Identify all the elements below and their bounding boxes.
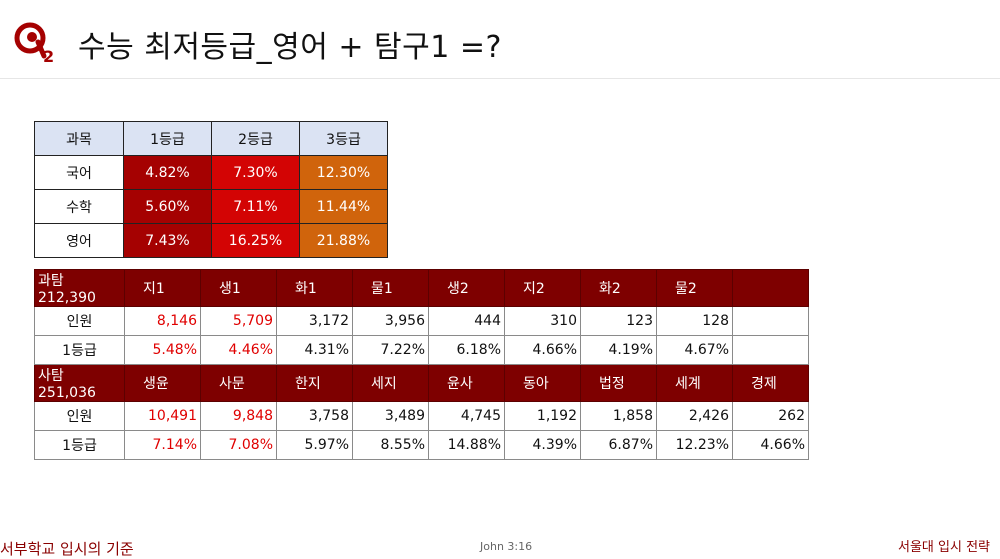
subject-header-cell: 세계 xyxy=(656,364,733,402)
page-title: 수능 최저등급_영어 + 탐구1 =? xyxy=(78,30,502,65)
subject-header-cell xyxy=(732,269,809,307)
count-cell: 444 xyxy=(428,306,505,336)
count-cell xyxy=(732,306,809,336)
subject-cell: 수학 xyxy=(34,189,124,224)
grade1-ratio-cell: 6.87% xyxy=(580,430,657,460)
social-count-row: 인원 10,491 9,848 3,758 3,489 4,745 1,192 … xyxy=(34,401,809,431)
subject-header-cell: 생윤 xyxy=(124,364,201,402)
count-cell: 128 xyxy=(656,306,733,336)
brand-logo: 2 xyxy=(10,20,60,66)
subject-header-cell: 화1 xyxy=(276,269,353,307)
footer-right-text: 서울대 입시 전략 xyxy=(898,540,990,555)
count-cell: 262 xyxy=(732,401,809,431)
row-label: 1등급 xyxy=(34,430,125,460)
count-cell: 3,489 xyxy=(352,401,429,431)
subject-header-cell: 지2 xyxy=(504,269,581,307)
social-total-cell: 사탐 251,036 xyxy=(34,364,125,402)
grade1-ratio-cell: 12.23% xyxy=(656,430,733,460)
subject-header-cell: 화2 xyxy=(580,269,657,307)
grade1-cell: 4.82% xyxy=(123,155,212,190)
grade2-cell: 7.11% xyxy=(211,189,300,224)
science-header-row: 과탐 212,390 지1 생1 화1 물1 생2 지2 화2 물2 xyxy=(34,269,809,307)
subject-header-cell: 생1 xyxy=(200,269,277,307)
grade2-cell: 7.30% xyxy=(211,155,300,190)
count-cell: 5,709 xyxy=(200,306,277,336)
grade1-ratio-cell: 4.31% xyxy=(276,335,353,365)
social-header-row: 사탐 251,036 생윤 사문 한지 세지 윤사 동아 법정 세계 경제 xyxy=(34,364,809,402)
subject-header-cell: 지1 xyxy=(124,269,201,307)
science-grade1-row: 1등급 5.48% 4.46% 4.31% 7.22% 6.18% 4.66% … xyxy=(34,335,809,365)
subject-header-cell: 생2 xyxy=(428,269,505,307)
grade1-ratio-cell xyxy=(732,335,809,365)
count-cell: 3,956 xyxy=(352,306,429,336)
subject-header-cell: 동아 xyxy=(504,364,581,402)
grade2-cell: 16.25% xyxy=(211,223,300,258)
count-cell: 3,758 xyxy=(276,401,353,431)
subject-header-cell: 물2 xyxy=(656,269,733,307)
subject-header-cell: 법정 xyxy=(580,364,657,402)
grade1-ratio-cell: 7.08% xyxy=(200,430,277,460)
grade1-ratio-cell: 4.67% xyxy=(656,335,733,365)
grade3-cell: 12.30% xyxy=(299,155,388,190)
grade1-ratio-cell: 4.66% xyxy=(732,430,809,460)
header-cell: 3등급 xyxy=(299,121,388,156)
header-cell: 2등급 xyxy=(211,121,300,156)
count-cell: 310 xyxy=(504,306,581,336)
grade-table-row: 국어 4.82% 7.30% 12.30% xyxy=(34,155,388,190)
footer-verse: John 3:16 xyxy=(480,540,533,553)
row-label: 인원 xyxy=(34,306,125,336)
header-cell: 과목 xyxy=(34,121,124,156)
grade1-ratio-cell: 7.22% xyxy=(352,335,429,365)
subject-header-cell: 한지 xyxy=(276,364,353,402)
grade-table-row: 영어 7.43% 16.25% 21.88% xyxy=(34,223,388,258)
subject-header-cell: 윤사 xyxy=(428,364,505,402)
count-cell: 10,491 xyxy=(124,401,201,431)
svg-text:2: 2 xyxy=(43,47,54,64)
grade1-cell: 7.43% xyxy=(123,223,212,258)
grade1-ratio-cell: 4.39% xyxy=(504,430,581,460)
header-divider xyxy=(0,78,1000,79)
subject-header-cell: 사문 xyxy=(200,364,277,402)
grade1-ratio-cell: 7.14% xyxy=(124,430,201,460)
social-grade1-row: 1등급 7.14% 7.08% 5.97% 8.55% 14.88% 4.39%… xyxy=(34,430,809,460)
count-cell: 1,192 xyxy=(504,401,581,431)
science-count-row: 인원 8,146 5,709 3,172 3,956 444 310 123 1… xyxy=(34,306,809,336)
grade1-ratio-cell: 8.55% xyxy=(352,430,429,460)
grade1-ratio-cell: 4.46% xyxy=(200,335,277,365)
grade-ratio-table: 과목 1등급 2등급 3등급 국어 4.82% 7.30% 12.30% 수학 … xyxy=(34,121,388,258)
subject-cell: 국어 xyxy=(34,155,124,190)
count-cell: 9,848 xyxy=(200,401,277,431)
grade1-cell: 5.60% xyxy=(123,189,212,224)
grade-table-row: 수학 5.60% 7.11% 11.44% xyxy=(34,189,388,224)
grade-table-header-row: 과목 1등급 2등급 3등급 xyxy=(34,121,388,156)
count-cell: 4,745 xyxy=(428,401,505,431)
elective-subject-table: 과탐 212,390 지1 생1 화1 물1 생2 지2 화2 물2 인원 8,… xyxy=(34,269,809,460)
grade1-ratio-cell: 14.88% xyxy=(428,430,505,460)
count-cell: 123 xyxy=(580,306,657,336)
grade1-ratio-cell: 5.97% xyxy=(276,430,353,460)
grade3-cell: 21.88% xyxy=(299,223,388,258)
count-cell: 1,858 xyxy=(580,401,657,431)
subject-header-cell: 세지 xyxy=(352,364,429,402)
grade1-ratio-cell: 4.19% xyxy=(580,335,657,365)
count-cell: 8,146 xyxy=(124,306,201,336)
subject-header-cell: 물1 xyxy=(352,269,429,307)
grade1-ratio-cell: 6.18% xyxy=(428,335,505,365)
count-cell: 3,172 xyxy=(276,306,353,336)
row-label: 1등급 xyxy=(34,335,125,365)
header-cell: 1등급 xyxy=(123,121,212,156)
count-cell: 2,426 xyxy=(656,401,733,431)
grade3-cell: 11.44% xyxy=(299,189,388,224)
grade1-ratio-cell: 5.48% xyxy=(124,335,201,365)
grade1-ratio-cell: 4.66% xyxy=(504,335,581,365)
subject-header-cell: 경제 xyxy=(732,364,809,402)
science-total-cell: 과탐 212,390 xyxy=(34,269,125,307)
row-label: 인원 xyxy=(34,401,125,431)
subject-cell: 영어 xyxy=(34,223,124,258)
